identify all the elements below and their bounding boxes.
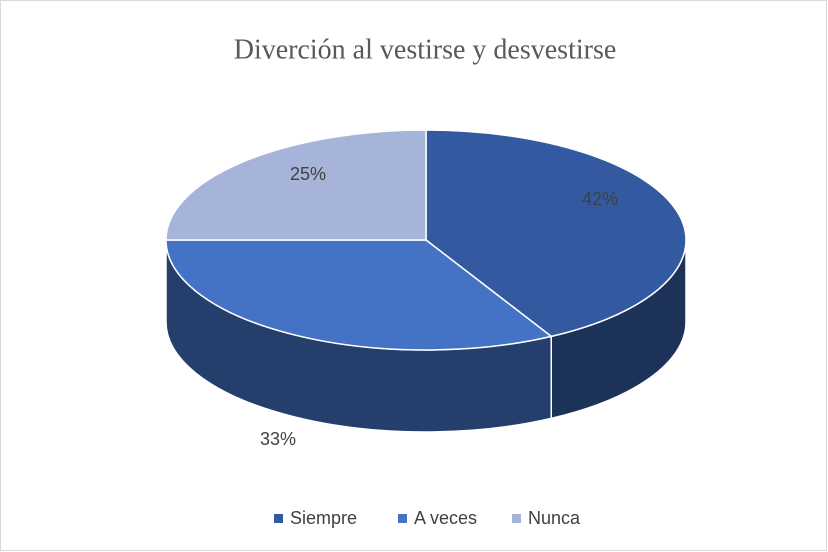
- legend-label: Siempre: [290, 508, 357, 528]
- data-label: 42%: [582, 189, 618, 209]
- slice: [425, 129, 687, 338]
- slice: [165, 239, 553, 351]
- data-label: 25%: [290, 164, 326, 184]
- legend-label: Nunca: [528, 508, 581, 528]
- slice: [165, 129, 427, 241]
- chart-title: Diverción al vestirse y desvestirse: [234, 34, 617, 65]
- legend-swatch: [398, 514, 407, 523]
- legend-label: A veces: [414, 508, 477, 528]
- legend-swatch: [274, 514, 283, 523]
- legend-swatch: [512, 514, 521, 523]
- data-label: 33%: [260, 429, 296, 449]
